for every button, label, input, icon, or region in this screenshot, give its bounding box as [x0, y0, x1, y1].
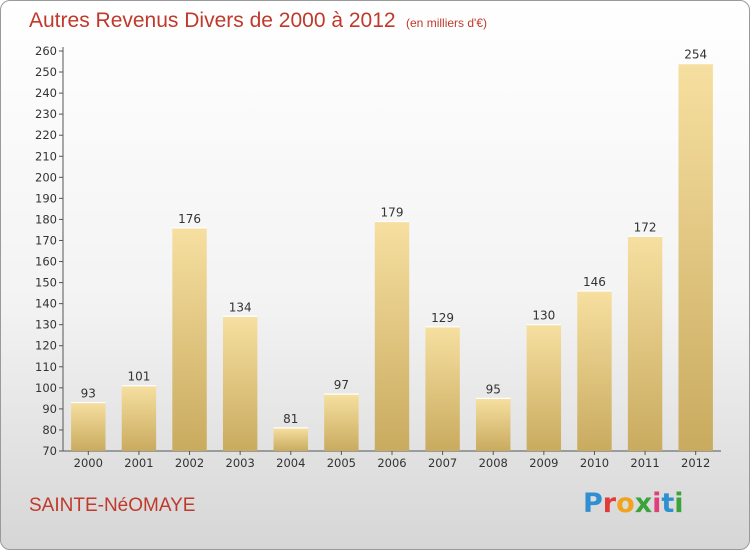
bar: [172, 227, 207, 451]
y-tick-label: 130: [35, 318, 57, 332]
proxiti-logo: Proxiti: [583, 488, 684, 519]
bar: [121, 385, 157, 451]
x-tick-label: 2001: [124, 456, 153, 470]
commune-name: SAINTE-NéOMAYE: [29, 495, 196, 516]
y-tick-label: 90: [42, 402, 57, 416]
x-tick-label: 2006: [377, 456, 406, 470]
bar: [273, 427, 308, 451]
x-tick-label: 2008: [479, 456, 508, 470]
bar-value-label: 134: [229, 300, 252, 314]
y-tick-label: 220: [35, 128, 57, 142]
bar-value-label: 129: [431, 311, 454, 325]
bar: [374, 221, 410, 451]
bar-value-label: 146: [583, 275, 606, 289]
y-tick-label: 200: [35, 170, 57, 184]
y-tick-label: 110: [35, 360, 57, 374]
chart-subtitle: (en milliers d'€): [406, 16, 487, 30]
bar: [425, 326, 460, 451]
y-tick-label: 140: [35, 297, 57, 311]
logo-letter: P: [583, 488, 603, 519]
logo-letter: i: [674, 488, 684, 519]
x-tick-label: 2000: [74, 456, 103, 470]
x-tick-label: 2009: [529, 456, 558, 470]
bar: [476, 398, 511, 451]
y-tick-label: 170: [35, 233, 57, 247]
y-tick-label: 70: [42, 444, 57, 458]
y-tick-label: 190: [35, 191, 57, 205]
chart-title-block: Autres Revenus Divers de 2000 à 2012 (en…: [29, 9, 487, 33]
y-tick-label: 250: [35, 65, 57, 79]
x-tick-label: 2003: [226, 456, 255, 470]
y-tick-label: 80: [42, 423, 57, 437]
y-tick-label: 100: [35, 381, 57, 395]
bar-value-label: 254: [684, 48, 707, 62]
bar-value-label: 97: [334, 378, 349, 392]
x-tick-label: 2002: [175, 456, 204, 470]
bar: [222, 316, 258, 451]
logo-letter: t: [661, 488, 675, 519]
logo-letter: x: [634, 488, 653, 519]
bar-value-label: 130: [532, 309, 555, 323]
bar-value-label: 95: [486, 382, 501, 396]
bar-value-label: 93: [81, 387, 96, 401]
y-tick-label: 260: [35, 44, 57, 58]
y-tick-label: 210: [35, 149, 57, 163]
bar: [526, 324, 562, 451]
bar-value-label: 179: [381, 206, 404, 220]
logo-letter: o: [616, 488, 635, 519]
logo-letter: i: [652, 488, 662, 519]
x-tick-label: 2005: [327, 456, 356, 470]
y-tick-label: 120: [35, 339, 57, 353]
y-tick-label: 160: [35, 255, 57, 269]
x-tick-label: 2012: [681, 456, 710, 470]
bar: [71, 402, 106, 451]
x-tick-label: 2010: [580, 456, 609, 470]
bar: [577, 291, 612, 451]
y-tick-label: 240: [35, 86, 57, 100]
y-tick-label: 230: [35, 107, 57, 121]
bar-value-label: 176: [178, 212, 201, 226]
bar: [324, 394, 359, 451]
x-tick-label: 2004: [276, 456, 305, 470]
y-tick-label: 180: [35, 212, 57, 226]
bar-value-label: 172: [634, 220, 657, 234]
y-tick-label: 150: [35, 276, 57, 290]
bar-value-label: 81: [283, 412, 298, 426]
logo-letter: r: [602, 488, 617, 519]
x-tick-label: 2007: [428, 456, 457, 470]
bar: [627, 236, 663, 451]
chart-title: Autres Revenus Divers de 2000 à 2012: [29, 9, 396, 32]
bar-value-label: 101: [127, 370, 150, 384]
x-tick-label: 2011: [630, 456, 659, 470]
bar: [678, 63, 713, 451]
